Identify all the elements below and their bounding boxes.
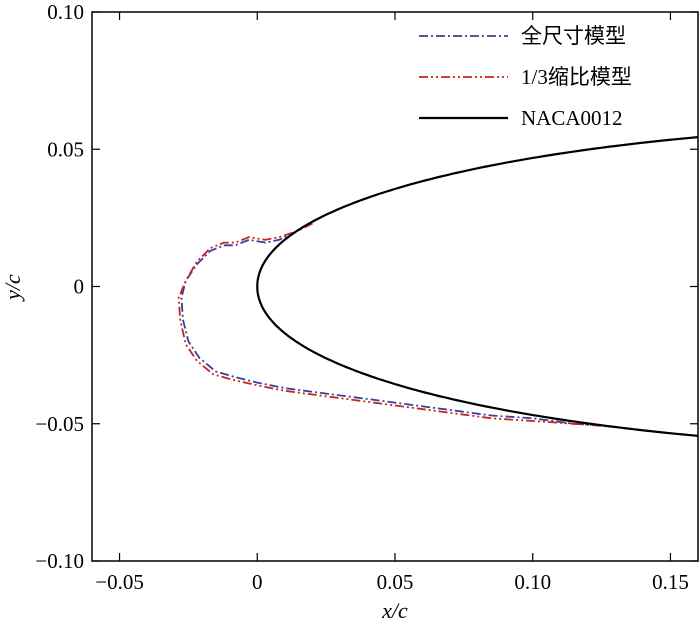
x-tick-label: 0.15 [652, 570, 689, 594]
x-tick-label: 0.10 [514, 570, 551, 594]
series-line-3 [256, 136, 698, 437]
x-axis-label: x/c [381, 598, 408, 623]
y-tick-label: −0.10 [35, 549, 84, 573]
x-tick-label: 0 [252, 570, 263, 594]
legend-label-3: NACA0012 [521, 106, 623, 130]
series-line-2 [177, 222, 610, 428]
legend-label-1: 全尺寸模型 [521, 24, 626, 48]
x-tick-label: 0.05 [377, 570, 414, 594]
y-tick-label: 0 [74, 275, 85, 299]
y-tick-label: 0.10 [47, 0, 84, 24]
y-tick-label: 0.05 [47, 137, 84, 161]
series-line-1 [180, 222, 602, 426]
plot-area [92, 12, 698, 561]
y-tick-label: −0.05 [35, 412, 84, 436]
tick-layer: −0.05 0 0.05 0.10 0.15 0.10 0.05 0 −0.05 −0.10 [35, 0, 698, 594]
x-tick-label: −0.05 [95, 570, 144, 594]
series-layer [177, 136, 698, 437]
legend: 全尺寸模型 1/3缩比模型 NACA0012 [419, 24, 632, 130]
y-axis-label: y/c [0, 274, 25, 302]
legend-label-2: 1/3缩比模型 [521, 65, 632, 89]
